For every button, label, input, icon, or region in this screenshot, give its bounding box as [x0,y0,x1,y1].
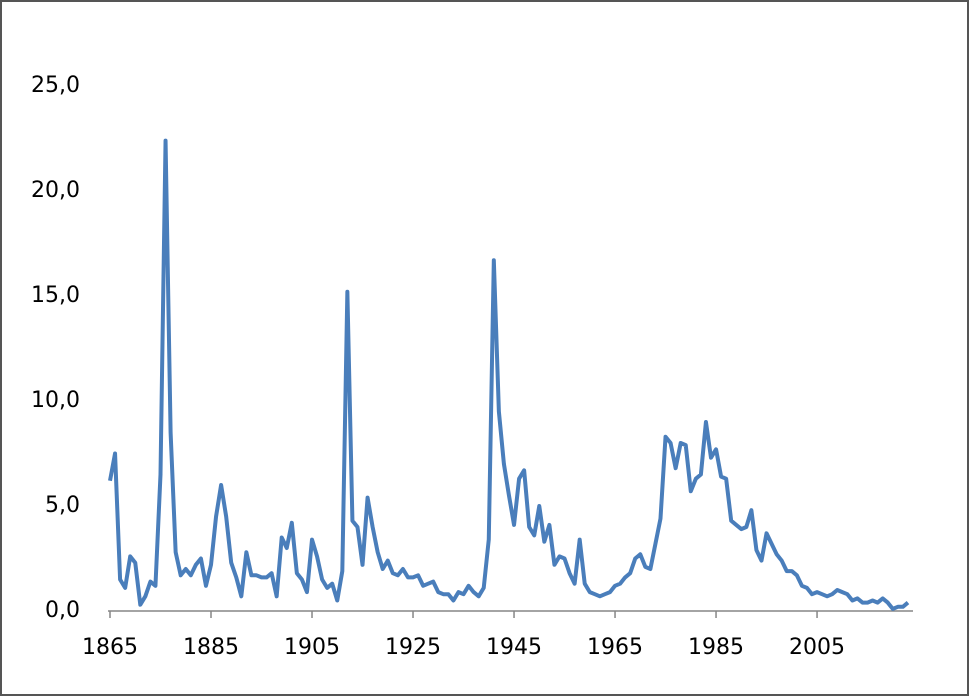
y-tick-label: 10,0 [31,388,80,413]
x-tick-label: 1885 [183,635,239,660]
y-tick-label: 0,0 [45,598,80,623]
y-tick-label: 5,0 [45,493,80,518]
x-tick-label: 1965 [587,635,643,660]
x-tick-label: 2005 [789,635,845,660]
x-tick-label: 1945 [486,635,542,660]
x-tick-label: 1865 [82,635,138,660]
x-tick-label: 1905 [284,635,340,660]
y-tick-label: 15,0 [31,283,80,308]
x-tick-label: 1925 [385,635,441,660]
data-line [108,138,910,611]
y-tick-label: 20,0 [31,178,80,203]
y-tick-label: 25,0 [31,73,80,98]
x-tick-label: 1985 [688,635,744,660]
